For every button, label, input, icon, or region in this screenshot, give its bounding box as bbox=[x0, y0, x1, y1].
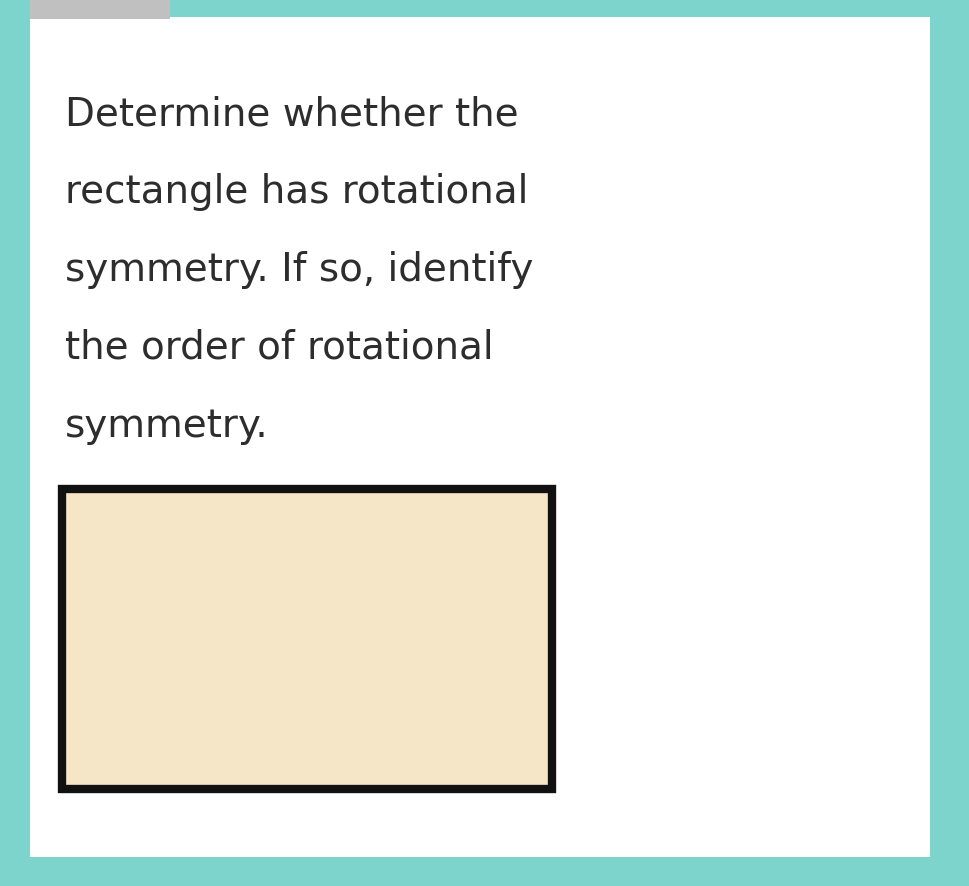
Text: Determine whether the: Determine whether the bbox=[65, 95, 518, 133]
Text: the order of rotational: the order of rotational bbox=[65, 329, 493, 367]
Bar bbox=[62, 489, 551, 789]
Bar bbox=[30, 0, 170, 20]
Text: rectangle has rotational: rectangle has rotational bbox=[65, 173, 528, 211]
Text: symmetry. If so, identify: symmetry. If so, identify bbox=[65, 251, 533, 289]
Text: symmetry.: symmetry. bbox=[65, 407, 268, 445]
